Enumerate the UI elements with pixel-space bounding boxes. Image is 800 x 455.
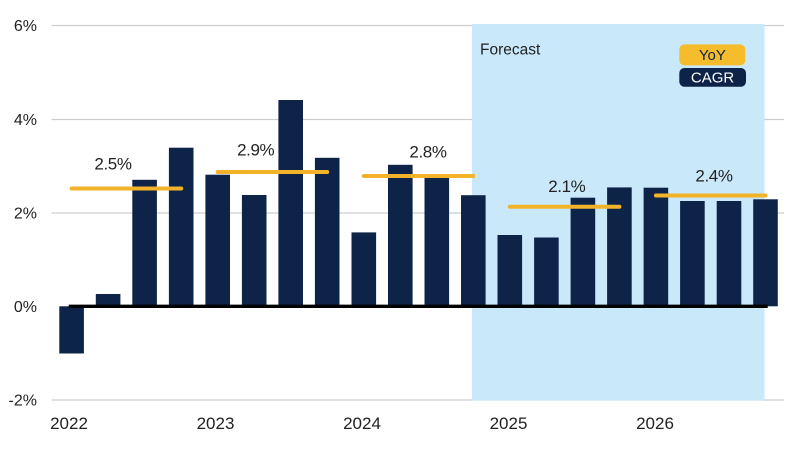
svg-text:2.5%: 2.5% xyxy=(94,155,131,174)
svg-text:2.1%: 2.1% xyxy=(548,177,585,196)
svg-text:2025: 2025 xyxy=(490,414,528,433)
svg-text:Forecast: Forecast xyxy=(480,42,541,59)
svg-text:4%: 4% xyxy=(14,112,37,129)
svg-text:-2%: -2% xyxy=(9,392,37,409)
svg-text:2023: 2023 xyxy=(197,414,235,433)
svg-text:2022: 2022 xyxy=(50,414,88,433)
svg-text:2024: 2024 xyxy=(343,414,381,433)
svg-text:2.9%: 2.9% xyxy=(237,141,274,160)
svg-text:0%: 0% xyxy=(14,299,37,316)
svg-text:2%: 2% xyxy=(14,205,37,222)
svg-text:2026: 2026 xyxy=(636,414,674,433)
svg-text:CAGR: CAGR xyxy=(691,69,735,86)
svg-text:2.4%: 2.4% xyxy=(695,167,732,186)
svg-text:6%: 6% xyxy=(14,18,37,35)
svg-text:YoY: YoY xyxy=(699,47,726,64)
svg-text:2.8%: 2.8% xyxy=(409,142,446,161)
